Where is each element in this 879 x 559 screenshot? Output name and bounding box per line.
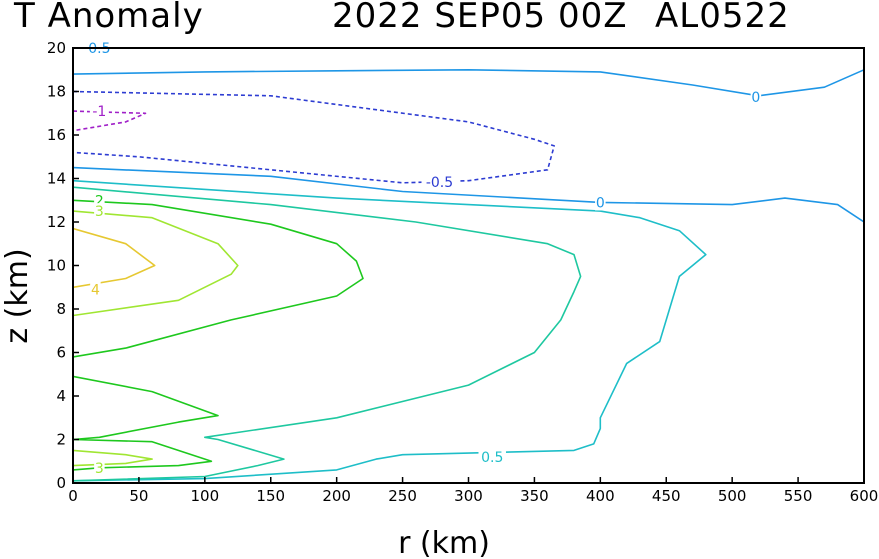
contour-label-2: 0 — [751, 90, 760, 106]
y-tick-label-0: 0 — [56, 474, 66, 492]
contour-label-bg-9 — [478, 448, 506, 465]
chart-title: T Anomaly 2022 SEP05 00Z AL0522 — [0, 0, 879, 44]
contour-label-bg-4 — [421, 173, 458, 190]
y-axis-ticks: 0 2 4 6 8 10 12 14 16 18 20 — [47, 39, 79, 492]
plot-frame — [72, 47, 865, 484]
contour-label-bg-8 — [94, 459, 105, 476]
x-tick-label-6: 300 — [454, 487, 483, 505]
contour-label-bg-3 — [595, 194, 606, 211]
x-tick-label-3: 150 — [256, 487, 285, 505]
x-tick-label-0: 0 — [68, 487, 78, 505]
y-tick-label-8: 16 — [47, 126, 66, 144]
contour-label-3: 0 — [596, 195, 605, 211]
x-tick-label-5: 250 — [388, 487, 417, 505]
contour-line--0.5-2 — [73, 90, 556, 184]
contour-line-2-7 — [73, 375, 219, 471]
contour-label-bg-6 — [94, 203, 105, 220]
x-tick-label-12: 600 — [850, 487, 879, 505]
contour-lines — [73, 69, 864, 482]
contour-label-1: -1 — [92, 104, 106, 120]
y-tick-label-3: 6 — [56, 344, 66, 362]
y-tick-label-4: 8 — [56, 300, 66, 318]
contour-line-0-0 — [73, 69, 864, 97]
y-tick-label-10: 20 — [47, 39, 66, 57]
y-axis-title: z (km) — [0, 248, 35, 343]
contour-line-3-8 — [73, 210, 239, 317]
x-tick-label-2: 100 — [191, 487, 220, 505]
contour-label-5: 2 — [95, 193, 104, 209]
y-tick-label-7: 14 — [47, 170, 66, 188]
contour-label-8: 3 — [95, 461, 104, 477]
x-tick-label-4: 200 — [322, 487, 351, 505]
x-tick-label-9: 450 — [652, 487, 681, 505]
contour-label-7: 4 — [91, 282, 100, 298]
contour-line--1-3 — [73, 110, 147, 132]
x-axis-title: r (km) — [398, 526, 490, 559]
title-variable: T Anomaly — [14, 0, 204, 36]
contour-label-bg-5 — [94, 192, 105, 209]
x-tick-label-10: 500 — [718, 487, 747, 505]
x-tick-label-1: 50 — [129, 487, 148, 505]
contour-line-2-6 — [73, 199, 364, 358]
y-tick-label-6: 12 — [47, 213, 66, 231]
x-tick-label-7: 350 — [520, 487, 549, 505]
y-tick-label-5: 10 — [47, 257, 66, 275]
contour-line-3-9 — [73, 449, 153, 467]
title-storm-id: AL0522 — [655, 0, 790, 36]
contour-line-0.5-4 — [73, 179, 707, 482]
contour-line-1-5 — [73, 186, 582, 482]
y-tick-label-2: 4 — [56, 387, 66, 405]
x-tick-label-8: 400 — [586, 487, 615, 505]
contour-line-4-10 — [73, 227, 156, 289]
contour-label-bg-7 — [90, 281, 101, 298]
y-tick-label-9: 18 — [47, 83, 66, 101]
x-tick-label-11: 550 — [784, 487, 813, 505]
title-datetime: 2022 SEP05 00Z — [332, 0, 628, 36]
contour-label-4: -0.5 — [426, 175, 453, 191]
contour-label-6: 3 — [95, 204, 104, 220]
x-axis-ticks: 0 50 100 150 200 250 300 350 400 450 500 550 600 — [68, 477, 878, 505]
contour-label-bg-2 — [750, 88, 762, 105]
contour-label-bg-1 — [89, 103, 109, 120]
y-tick-label-1: 2 — [56, 431, 66, 449]
contour-line-0-1 — [73, 166, 864, 223]
contour-label-9: 0.5 — [481, 450, 503, 466]
